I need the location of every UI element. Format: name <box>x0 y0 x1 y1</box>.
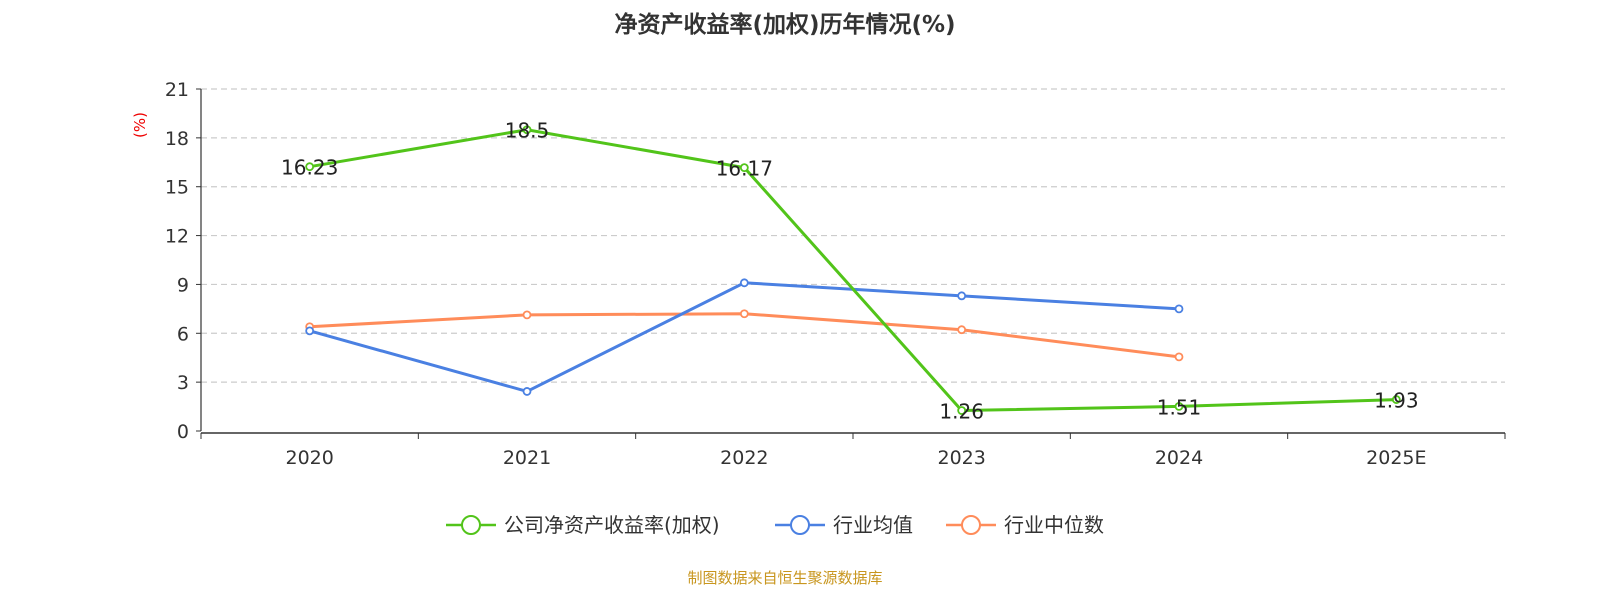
y-tick-label: 0 <box>177 421 189 443</box>
legend-item[interactable]: 公司净资产收益率(加权) <box>446 513 720 537</box>
data-point <box>739 163 749 173</box>
series-line <box>309 128 1397 412</box>
y-tick-label: 18 <box>165 128 189 150</box>
data-label: 16.23 <box>281 156 338 180</box>
data-point <box>957 291 967 301</box>
data-point <box>1174 352 1184 362</box>
y-tick-label: 15 <box>165 177 189 199</box>
source-note: 制图数据来自恒生聚源数据库 <box>687 569 882 587</box>
data-point <box>522 125 532 135</box>
y-axis-unit: (%) <box>131 112 149 138</box>
data-point <box>1391 395 1401 404</box>
legend-item[interactable]: 行业均值 <box>775 513 913 537</box>
data-point <box>522 387 532 396</box>
data-point <box>739 309 749 319</box>
data-point <box>522 310 532 320</box>
data-label: 1.51 <box>1157 395 1202 419</box>
y-tick-label: 3 <box>177 372 189 394</box>
series-line <box>309 281 1180 394</box>
y-tick-label: 6 <box>177 323 189 345</box>
legend-label: 行业均值 <box>833 513 913 537</box>
legend-label: 行业中位数 <box>1004 513 1104 537</box>
y-tick-label: 21 <box>165 79 189 101</box>
series-line <box>309 312 1180 359</box>
legend-circle-icon <box>961 515 981 535</box>
legend-item[interactable]: 行业中位数 <box>946 513 1104 537</box>
x-tick-label: 2022 <box>720 447 768 469</box>
x-tick-label: 2025E <box>1366 447 1426 469</box>
data-point <box>957 325 967 335</box>
y-tick-label: 12 <box>165 226 189 248</box>
legend-circle-icon <box>790 515 810 535</box>
data-label: 1.26 <box>939 399 984 423</box>
data-point <box>957 406 967 415</box>
legend-label: 公司净资产收益率(加权) <box>504 513 720 537</box>
legend-circle-icon <box>461 515 481 535</box>
chart-title: 净资产收益率(加权)历年情况(%) <box>614 11 955 38</box>
data-label: 16.17 <box>716 157 773 181</box>
x-tick-label: 2024 <box>1155 447 1203 469</box>
data-point <box>305 326 315 336</box>
data-point <box>739 278 749 288</box>
x-tick-label: 2023 <box>937 447 985 469</box>
data-point <box>1174 304 1184 314</box>
data-point <box>1174 402 1184 411</box>
data-point <box>305 162 315 172</box>
y-tick-label: 9 <box>177 274 189 296</box>
x-tick-label: 2021 <box>503 447 551 469</box>
x-tick-label: 2020 <box>285 447 333 469</box>
data-label: 18.5 <box>505 119 550 143</box>
data-label: 1.93 <box>1374 389 1419 413</box>
